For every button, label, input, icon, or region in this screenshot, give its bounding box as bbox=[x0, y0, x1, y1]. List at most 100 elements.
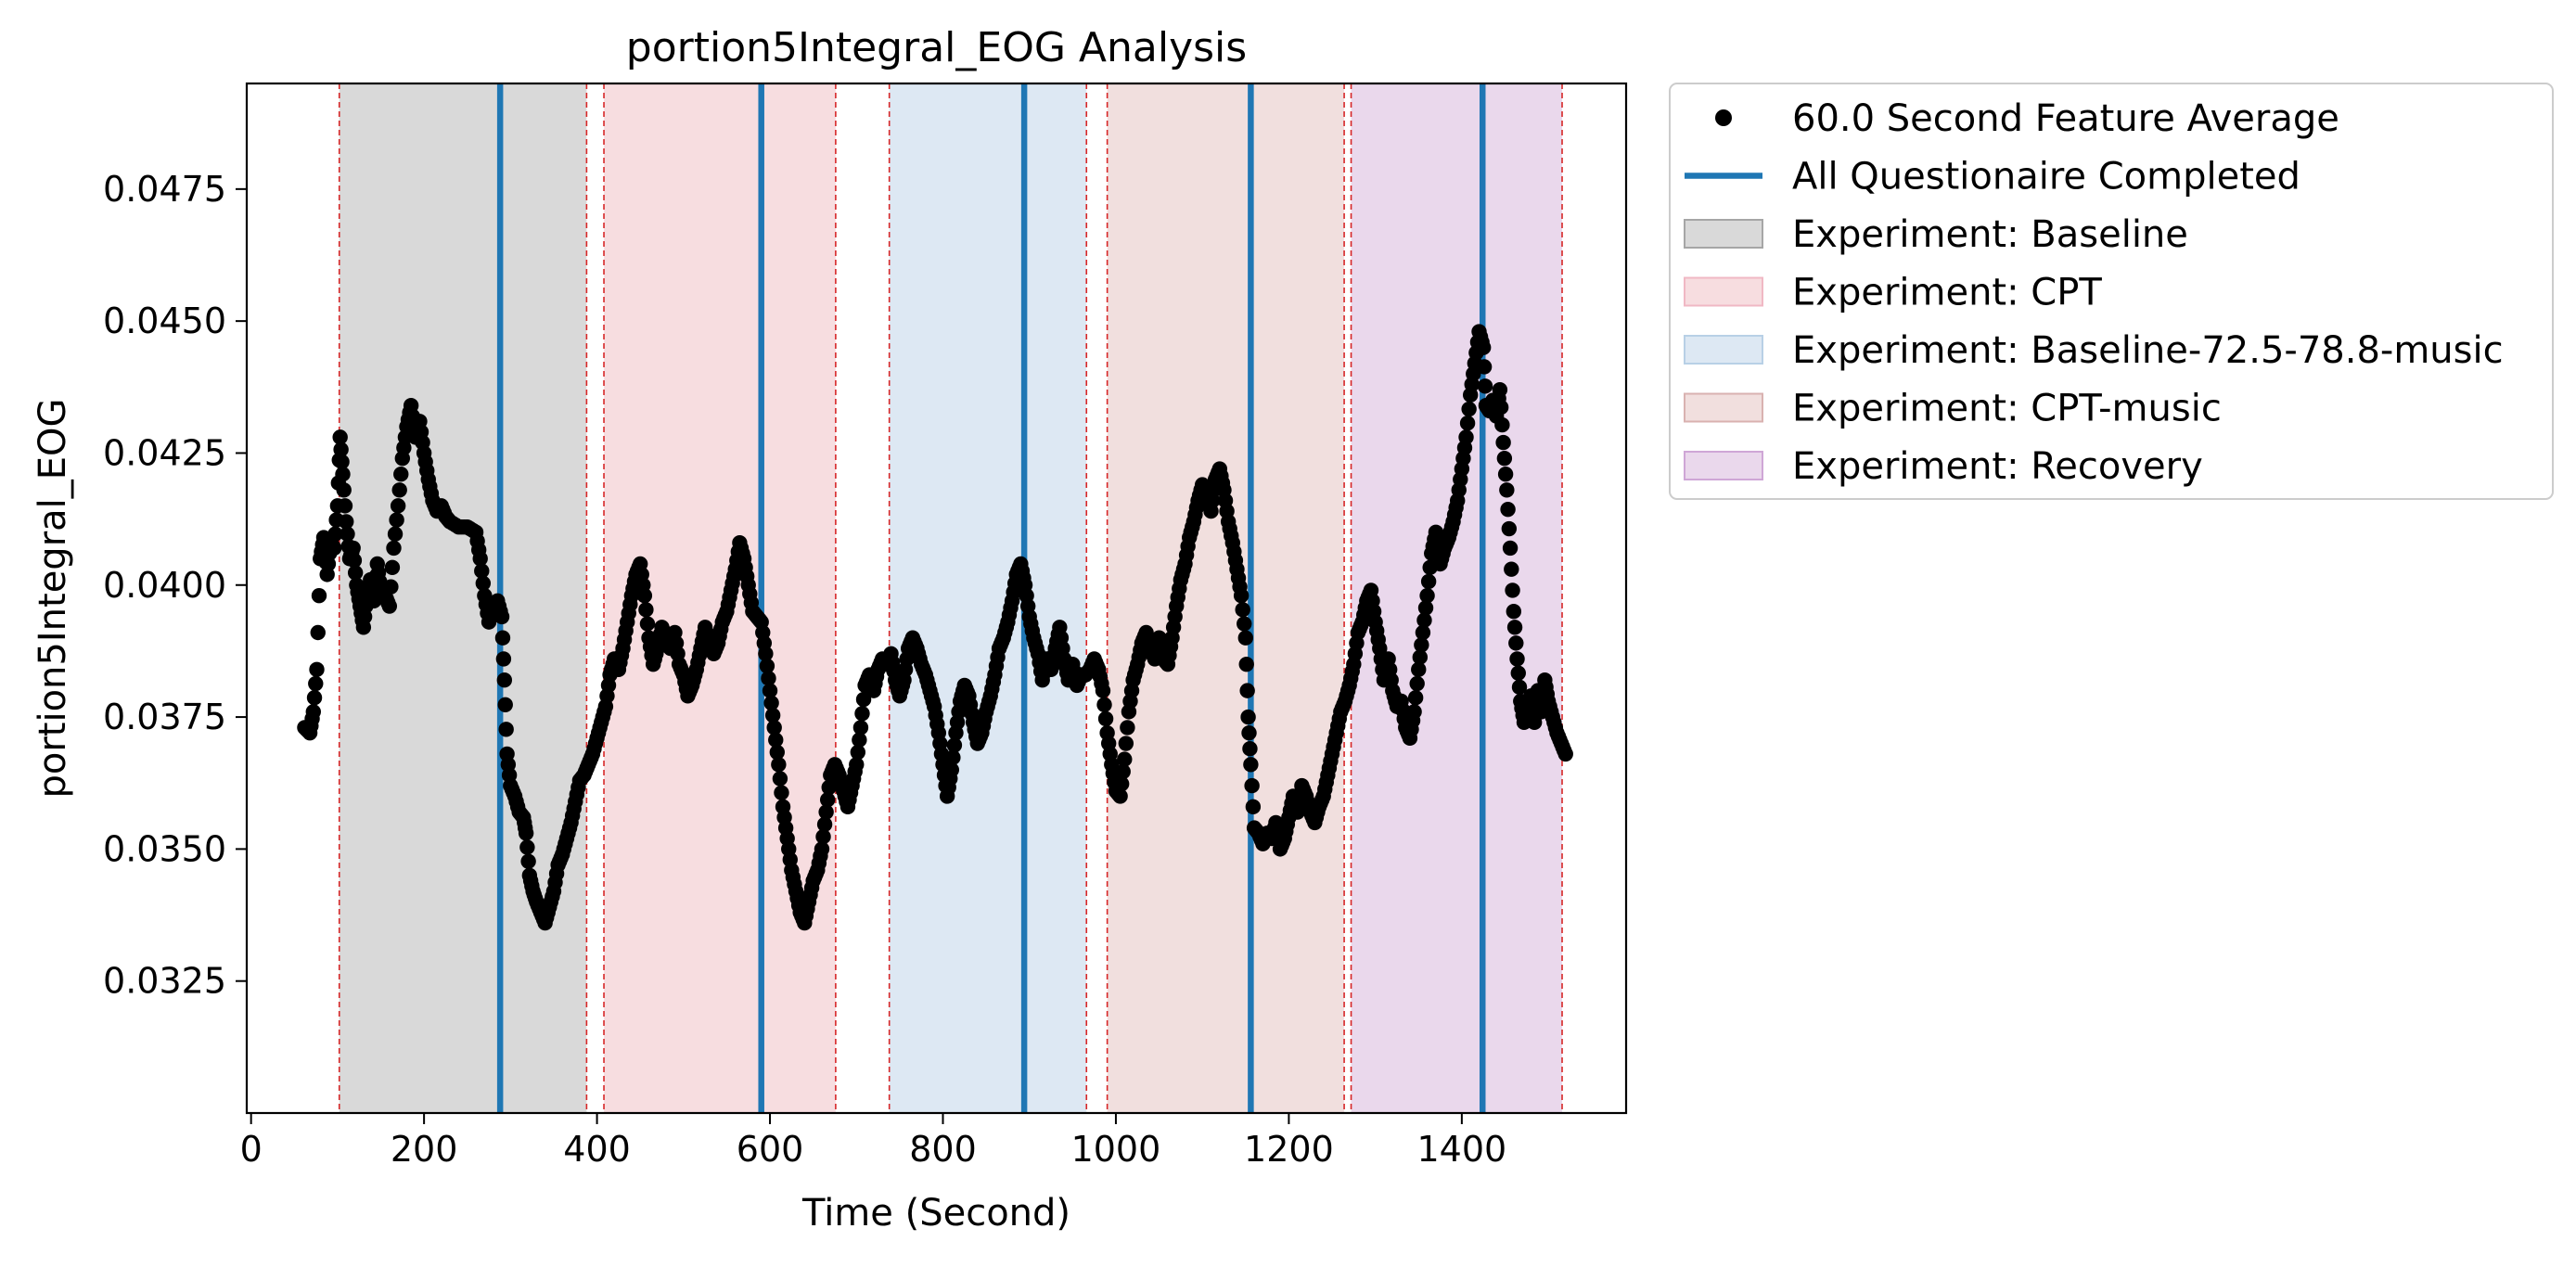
data-point bbox=[390, 498, 406, 514]
data-point bbox=[495, 651, 512, 667]
legend-box bbox=[1669, 83, 2554, 500]
legend-label: 60.0 Second Feature Average bbox=[1792, 97, 2339, 140]
data-point bbox=[1235, 602, 1250, 618]
data-point bbox=[340, 526, 355, 542]
y-tick-label: 0.0475 bbox=[103, 169, 226, 210]
legend: 60.0 Second Feature Average All Questiona… bbox=[1669, 83, 2554, 500]
plot-clipped-group bbox=[297, 83, 1573, 1113]
data-point bbox=[1502, 540, 1519, 557]
data-point bbox=[493, 608, 510, 625]
y-tick-label: 0.0400 bbox=[103, 565, 226, 606]
legend-label: Experiment: Recovery bbox=[1792, 445, 2203, 488]
data-point bbox=[335, 467, 351, 482]
data-point bbox=[306, 690, 323, 706]
data-point bbox=[389, 512, 404, 528]
data-point bbox=[1475, 339, 1492, 355]
data-point bbox=[1476, 359, 1493, 375]
experiment-region-recovery bbox=[1351, 83, 1563, 1113]
data-point bbox=[1097, 710, 1114, 727]
data-point bbox=[761, 671, 776, 686]
data-point bbox=[1118, 736, 1134, 751]
data-point bbox=[852, 720, 869, 736]
data-point bbox=[337, 498, 353, 514]
data-point bbox=[1242, 741, 1258, 757]
x-tick-label: 200 bbox=[391, 1129, 458, 1170]
data-point bbox=[336, 482, 352, 498]
data-point bbox=[818, 804, 834, 820]
data-point bbox=[1237, 616, 1252, 632]
data-point bbox=[1506, 620, 1523, 635]
y-tick-label: 0.0325 bbox=[103, 961, 226, 1002]
data-point bbox=[850, 744, 866, 761]
data-point bbox=[339, 514, 354, 530]
data-point bbox=[1509, 651, 1525, 667]
data-point bbox=[1409, 675, 1425, 692]
experiment-region-baseline-72-5-78-8-music bbox=[889, 83, 1087, 1113]
x-tick-label: 800 bbox=[909, 1129, 977, 1170]
x-tick-label: 400 bbox=[563, 1129, 631, 1170]
y-tick-label: 0.0375 bbox=[103, 697, 226, 737]
data-point bbox=[1113, 775, 1130, 792]
data-point bbox=[636, 587, 653, 604]
axes: 0 200 400 600 800 1000 1200 1400 0.0325 0.0350 0.0… bbox=[32, 24, 1628, 1235]
data-point bbox=[1417, 600, 1434, 616]
legend-entry: Experiment: CPT bbox=[1684, 272, 2102, 314]
data-point bbox=[334, 454, 350, 470]
legend-entry: Experiment: Baseline bbox=[1684, 213, 2188, 256]
data-point bbox=[393, 467, 409, 482]
data-point bbox=[327, 526, 343, 542]
data-point bbox=[759, 658, 775, 674]
data-point bbox=[1406, 704, 1422, 720]
data-point bbox=[852, 732, 867, 748]
data-point bbox=[518, 825, 534, 841]
data-point bbox=[345, 540, 361, 557]
data-point bbox=[381, 598, 398, 614]
data-point bbox=[1510, 665, 1526, 681]
data-point bbox=[1420, 573, 1437, 590]
data-point bbox=[1492, 381, 1508, 398]
legend-entry: Experiment: Recovery bbox=[1684, 445, 2203, 488]
data-point bbox=[383, 579, 399, 595]
data-point bbox=[1115, 763, 1131, 780]
x-tick-label: 0 bbox=[240, 1129, 263, 1170]
data-point bbox=[1237, 630, 1253, 646]
data-point bbox=[1506, 604, 1522, 620]
x-tick-label: 1400 bbox=[1417, 1129, 1507, 1170]
plot-area bbox=[297, 83, 1573, 1113]
data-point bbox=[639, 616, 656, 632]
data-point bbox=[1493, 399, 1509, 416]
data-point bbox=[814, 841, 830, 857]
data-point bbox=[1243, 757, 1259, 773]
data-point bbox=[309, 661, 325, 678]
chart-title: portion5Integral_EOG Analysis bbox=[626, 24, 1247, 71]
data-point bbox=[1557, 746, 1573, 762]
data-point bbox=[346, 553, 363, 569]
data-point bbox=[1495, 434, 1511, 451]
data-point bbox=[821, 779, 837, 796]
data-point bbox=[1245, 799, 1262, 815]
data-point bbox=[1499, 482, 1515, 498]
legend-entry: All Questionaire Completed bbox=[1685, 156, 2300, 198]
data-point bbox=[763, 695, 779, 711]
x-axis-label: Time (Second) bbox=[801, 1192, 1070, 1235]
data-point bbox=[475, 575, 492, 592]
data-point bbox=[945, 749, 961, 765]
x-tick-label: 600 bbox=[737, 1129, 804, 1170]
data-point bbox=[1414, 637, 1429, 653]
data-point bbox=[1120, 720, 1135, 736]
data-point bbox=[497, 697, 513, 712]
data-point bbox=[1501, 520, 1518, 537]
data-point bbox=[519, 839, 535, 855]
data-point bbox=[1240, 709, 1256, 725]
data-point bbox=[638, 602, 654, 618]
legend-patch-icon bbox=[1684, 335, 1763, 365]
legend-patch-icon bbox=[1684, 219, 1763, 249]
data-point bbox=[386, 540, 402, 557]
data-point bbox=[1494, 416, 1510, 433]
y-tick-label: 0.0350 bbox=[103, 828, 226, 869]
data-point bbox=[1458, 429, 1474, 445]
data-point bbox=[855, 691, 872, 708]
data-point bbox=[849, 757, 865, 773]
